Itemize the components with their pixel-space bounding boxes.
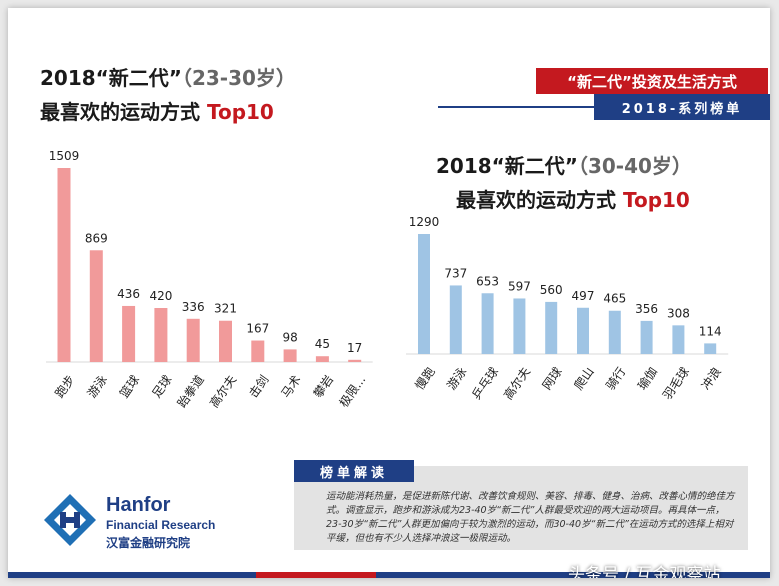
chart2-bar [704,343,717,354]
chart2-value-label: 653 [476,274,499,288]
chart1-value-label: 436 [117,287,140,301]
chart1-bar [283,349,297,362]
chart2-bar [545,301,558,354]
chart2-value-label: 308 [667,306,690,320]
chart1-bar [122,305,136,362]
hanfor-logo: Hanfor Financial Research 汉富金融研究院 [42,492,242,552]
chart1-bar [186,318,200,362]
chart1-title-main: 2018“新二代” [40,66,182,90]
chart2-category-label: 乒乓球 [469,365,501,403]
chart2-bar [481,293,494,354]
chart2-category-label: 骑行 [603,365,628,393]
chart1-bar [154,308,168,362]
chart2-bar [449,285,462,354]
chart1-category-label: 高尔夫 [206,372,239,410]
chart1-category-label: 击剑 [245,372,271,400]
chart2-value-label: 597 [508,279,531,293]
chart2-value-label: 356 [635,302,658,316]
chart1-value-label: 17 [347,341,362,355]
chart1-category-label: 跆拳道 [174,372,207,410]
logo-chinese-name: 汉富金融研究院 [106,536,191,550]
chart1-category-label: 极限... [337,373,369,410]
chart2-value-label: 560 [540,283,563,297]
banner-rule [438,106,594,108]
chart2-value-label: 114 [699,324,722,338]
chart2-title-main: 2018“新二代” [436,154,578,178]
chart1-bar [348,359,362,362]
chart1-category-label: 攀岩 [310,372,336,400]
chart2-title-line1: 2018“新二代”（30-40岁） [436,150,692,179]
chart1-value-label: 321 [214,302,237,316]
chart2-bar [513,298,526,354]
chart2-category-label: 慢跑 [412,365,437,393]
chart1-bar [219,320,232,362]
chart2-bar [672,325,685,354]
bottom-bar [8,572,770,578]
chart1-value-label: 1509 [49,149,80,163]
note-tag: 榜单解读 [294,460,414,482]
logo-name: Hanfor [106,494,171,516]
series-subbanner: 2018-系列榜单 [594,94,770,120]
chart1-value-label: 869 [85,231,108,245]
chart2-category-label: 高尔夫 [500,364,533,402]
chart2-category-label: 羽毛球 [660,365,692,403]
chart1-category-label: 游泳 [85,373,110,401]
chart1-bar [57,168,71,362]
chart1-value-label: 336 [182,300,205,314]
chart2-bar [577,307,589,354]
chart1-title-line1: 2018“新二代”（23-30岁） [40,62,296,91]
chart2-title-top10: Top10 [622,188,690,212]
chart1-title-sub: 最喜欢的运动方式 [40,100,200,124]
chart1-value-label: 98 [282,330,297,344]
chart1-category-label: 篮球 [116,372,142,400]
chart1-title-top10: Top10 [206,100,274,124]
chart2-category-label: 游泳 [444,365,469,393]
chart2-value-label: 1290 [409,215,440,229]
chart2-title-line2: 最喜欢的运动方式 Top10 [456,184,690,213]
chart1-bar [89,250,103,362]
hanfor-logo-icon [44,494,96,546]
chart2-category-label: 网球 [540,365,565,393]
chart2-category-label: 冲浪 [698,364,724,392]
chart2-value-label: 465 [603,292,626,306]
chart1-category-label: 跑步 [52,373,77,401]
logo-subtitle: Financial Research [106,518,216,532]
chart1-bar [315,356,329,362]
bottom-bar-accent [256,572,376,578]
series-banner: “新二代”投资及生活方式 [536,66,768,94]
chart2-bar [608,310,621,354]
chart2-value-label: 497 [572,289,595,303]
chart2-category-label: 爬山 [571,365,596,393]
slide: “新二代”投资及生活方式 2018-系列榜单 2018“新二代”（23-30岁）… [8,8,770,578]
charts-canvas: 1509 跑步 869 游泳 436 篮球 420 足球 336 跆拳道 321 高尔夫 167 击剑 98… [46,149,729,410]
chart2-value-label: 737 [444,266,467,280]
chart2-bar [418,234,430,354]
chart1-category-label: 足球 [149,373,174,401]
chart2-bar [640,320,653,354]
chart1-title-line2: 最喜欢的运动方式 Top10 [40,96,274,125]
chart2-title-age: （30-40岁） [577,154,692,178]
chart2-title-sub: 最喜欢的运动方式 [456,188,616,212]
watermark: 头条号 / 互金观察站 [568,565,721,578]
chart1-value-label: 420 [149,289,172,303]
chart2-category-label: 瑜伽 [634,364,660,392]
chart1-title-age: （23-30岁） [181,66,296,90]
chart1-value-label: 45 [315,337,330,351]
chart1-category-label: 马术 [279,373,304,401]
chart1-value-label: 167 [246,322,269,336]
note-text: 运动能消耗热量，是促进新陈代谢、改善饮食规则、美容、排毒、健身、治病、改善心情的… [326,491,735,544]
chart1-bar [251,340,265,362]
